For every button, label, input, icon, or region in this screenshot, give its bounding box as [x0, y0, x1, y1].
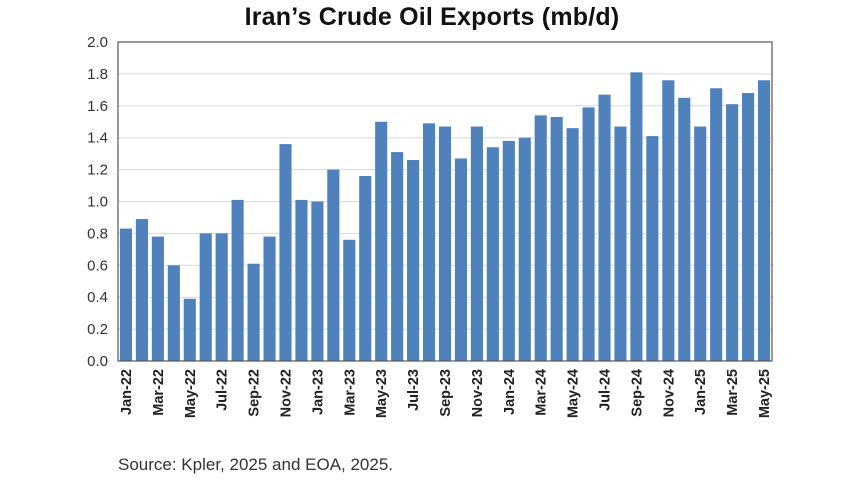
- x-tick-label: Jul-24: [598, 369, 614, 411]
- bar-jan-22: [119, 228, 133, 361]
- bar-mar-23: [343, 239, 356, 361]
- source-note: Source: Kpler, 2025 and EOA, 2025.: [118, 455, 394, 474]
- x-tick-label: Jan-23: [310, 369, 326, 415]
- bar-jan-24: [502, 140, 515, 361]
- x-tick-label: Jul-22: [215, 369, 231, 411]
- y-tick-label: 1.2: [87, 162, 108, 179]
- y-tick-label: 1.6: [87, 98, 108, 115]
- bar-feb-22: [135, 219, 148, 361]
- bar-mar-24: [534, 115, 547, 362]
- bar-aug-23: [422, 123, 436, 361]
- x-axis-ticks: Jan-22 Mar-22 May-22 Jul-22 Sep-22 Nov-22 Jan-…: [119, 369, 773, 418]
- x-tick-label: Sep-23: [438, 369, 454, 417]
- x-tick-label: Sep-22: [247, 369, 263, 417]
- x-tick-label: Jan-22: [119, 369, 135, 415]
- bar-oct-22: [263, 236, 276, 361]
- x-tick-label: Sep-24: [629, 369, 645, 417]
- bar-may-22: [183, 298, 196, 361]
- bar-aug-22: [231, 199, 244, 361]
- bar-apr-25: [742, 93, 755, 361]
- bar-nov-22: [279, 144, 292, 361]
- plot-area-border: [117, 41, 773, 362]
- x-tick-label: May-23: [374, 369, 390, 418]
- y-tick-label: 0.4: [87, 289, 108, 306]
- bar-nov-24: [662, 80, 675, 361]
- y-tick-label: 1.8: [87, 66, 108, 83]
- x-tick-label: Mar-22: [151, 369, 167, 416]
- bar-apr-23: [359, 175, 372, 361]
- x-tick-label: Nov-22: [278, 369, 294, 417]
- bar-mar-25: [726, 104, 739, 361]
- y-tick-label: 1.0: [87, 194, 108, 211]
- y-tick-label: 0.6: [87, 257, 108, 274]
- x-tick-label: Jan-25: [693, 369, 709, 415]
- bar-sep-24: [630, 72, 643, 361]
- bar-dec-24: [678, 97, 691, 361]
- bar-sep-23: [438, 126, 452, 361]
- x-tick-label: Mar-25: [725, 369, 741, 416]
- y-tick-label: 0.0: [87, 353, 108, 370]
- bar-may-24: [566, 128, 579, 361]
- bar-feb-23: [327, 169, 340, 361]
- chart-title: Iran’s Crude Oil Exports (mb/d): [244, 3, 620, 31]
- x-tick-label: May-25: [757, 369, 773, 418]
- y-axis-ticks: 0.0 0.2 0.4 0.6 0.8 1.0 1.2 1.4 1.6 1.8 2.0: [87, 34, 108, 370]
- y-tick-label: 2.0: [87, 34, 108, 51]
- bar-apr-22: [167, 265, 180, 361]
- bar-jun-23: [391, 152, 404, 361]
- y-tick-label: 0.8: [87, 225, 108, 242]
- bar-nov-23: [470, 126, 483, 361]
- y-tick-label: 1.4: [87, 130, 108, 147]
- bar-mar-22: [151, 236, 164, 361]
- x-tick-label: Mar-23: [342, 369, 358, 416]
- x-tick-label: May-24: [566, 369, 582, 418]
- bar-apr-24: [550, 116, 563, 361]
- bar-jun-24: [582, 107, 595, 361]
- bar-jul-24: [598, 94, 611, 361]
- bar-series: [119, 72, 771, 362]
- bar-oct-24: [646, 136, 659, 361]
- y-tick-label: 0.2: [87, 321, 108, 338]
- bar-may-25: [757, 80, 771, 361]
- bar-jan-25: [694, 126, 707, 361]
- bar-dec-23: [486, 147, 499, 361]
- bar-feb-24: [518, 137, 531, 361]
- x-tick-label: Nov-24: [661, 369, 677, 417]
- bar-dec-22: [295, 199, 308, 361]
- x-tick-label: Jul-23: [406, 369, 422, 411]
- x-tick-label: Mar-24: [534, 369, 550, 416]
- bar-oct-23: [454, 158, 468, 361]
- bar-jul-22: [215, 233, 228, 361]
- bar-jul-23: [407, 160, 420, 361]
- bar-aug-24: [614, 126, 627, 361]
- bar-jun-22: [199, 233, 212, 361]
- bar-jan-23: [311, 201, 324, 361]
- x-tick-label: Nov-23: [470, 369, 486, 417]
- x-tick-label: Jan-24: [502, 369, 518, 415]
- bar-feb-25: [710, 88, 723, 361]
- bar-sep-22: [247, 263, 260, 361]
- x-tick-label: May-22: [183, 369, 199, 418]
- bar-may-23: [375, 121, 388, 361]
